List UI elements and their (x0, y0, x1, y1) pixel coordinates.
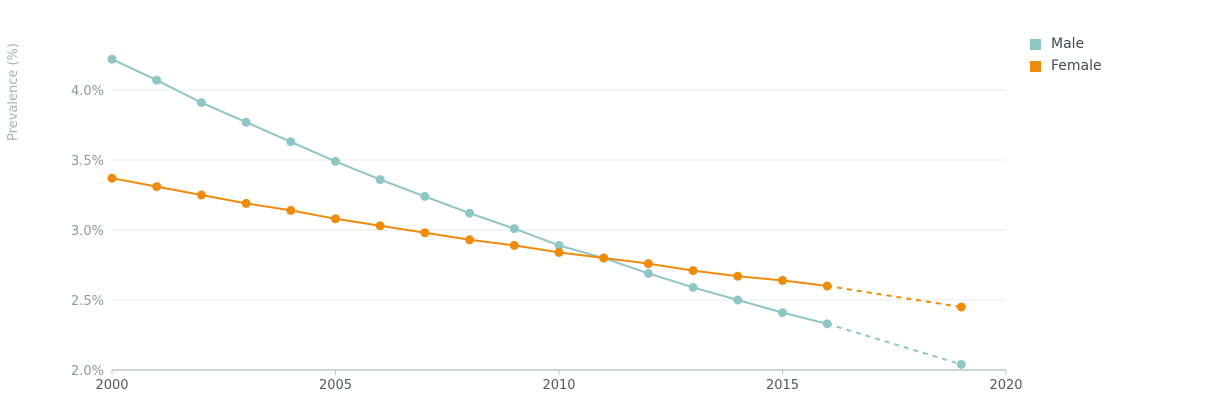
female-point[interactable] (331, 214, 340, 224)
female-point[interactable] (286, 205, 296, 215)
gridlines (112, 89, 1006, 301)
y-tick-label: 3.5% (71, 154, 104, 169)
female-point[interactable] (420, 228, 430, 238)
female-point[interactable] (375, 221, 385, 231)
x-axis: 2000 2005 2010 2015 2020 (95, 369, 1023, 393)
male-swatch-icon (1030, 38, 1041, 50)
female-point[interactable] (688, 266, 698, 276)
y-tick-label: 2.0% (71, 364, 104, 379)
male-point[interactable] (152, 75, 162, 85)
male-projection-line (826, 322, 962, 366)
male-point[interactable] (956, 359, 966, 369)
male-point[interactable] (554, 240, 564, 250)
x-tick-label: 2020 (989, 378, 1022, 393)
female-point[interactable] (778, 275, 787, 285)
female-point[interactable] (196, 190, 206, 200)
female-point[interactable] (956, 302, 966, 312)
female-point[interactable] (241, 198, 251, 208)
female-swatch-icon (1030, 60, 1041, 72)
female-point[interactable] (465, 235, 475, 245)
legend-label: Male (1051, 36, 1085, 52)
male-point[interactable] (465, 208, 475, 218)
male-point[interactable] (331, 156, 340, 166)
male-point[interactable] (196, 98, 206, 108)
male-point[interactable] (688, 282, 698, 292)
series-female (107, 173, 966, 312)
female-point[interactable] (509, 240, 519, 250)
female-point[interactable] (152, 182, 162, 192)
female-projection-line (827, 285, 962, 308)
male-point[interactable] (733, 295, 743, 305)
x-tick-label: 2005 (319, 378, 352, 393)
male-point[interactable] (778, 308, 787, 318)
legend-label: Female (1051, 58, 1102, 74)
y-axis: 2.0% 2.5% 3.0% 3.5% 4.0% (71, 84, 104, 379)
male-point[interactable] (286, 137, 296, 147)
female-point[interactable] (643, 259, 653, 269)
male-point[interactable] (643, 268, 653, 278)
x-tick-label: 2015 (766, 378, 799, 393)
female-point[interactable] (599, 253, 609, 263)
male-point[interactable] (509, 224, 519, 234)
female-point[interactable] (822, 281, 832, 291)
y-axis-label: Prevalence (%) (6, 43, 21, 141)
legend-item-male[interactable]: Male (1030, 33, 1102, 55)
y-tick-label: 4.0% (71, 84, 104, 99)
male-point[interactable] (241, 117, 251, 127)
legend-item-female[interactable]: Female (1030, 55, 1102, 77)
male-point[interactable] (420, 191, 430, 201)
female-point[interactable] (107, 173, 117, 183)
series-male (107, 54, 966, 369)
y-tick-label: 3.0% (71, 224, 104, 239)
y-tick-label: 2.5% (71, 294, 104, 309)
x-tick-label: 2000 (95, 378, 128, 393)
female-line (111, 177, 828, 287)
male-line (111, 58, 828, 325)
legend: Male Female (1030, 33, 1102, 77)
series-layer (107, 54, 966, 369)
male-point[interactable] (107, 54, 117, 64)
female-point[interactable] (554, 247, 564, 257)
male-point[interactable] (375, 175, 385, 185)
female-point[interactable] (733, 271, 743, 281)
x-tick-label: 2010 (542, 378, 575, 393)
male-point[interactable] (822, 319, 832, 329)
